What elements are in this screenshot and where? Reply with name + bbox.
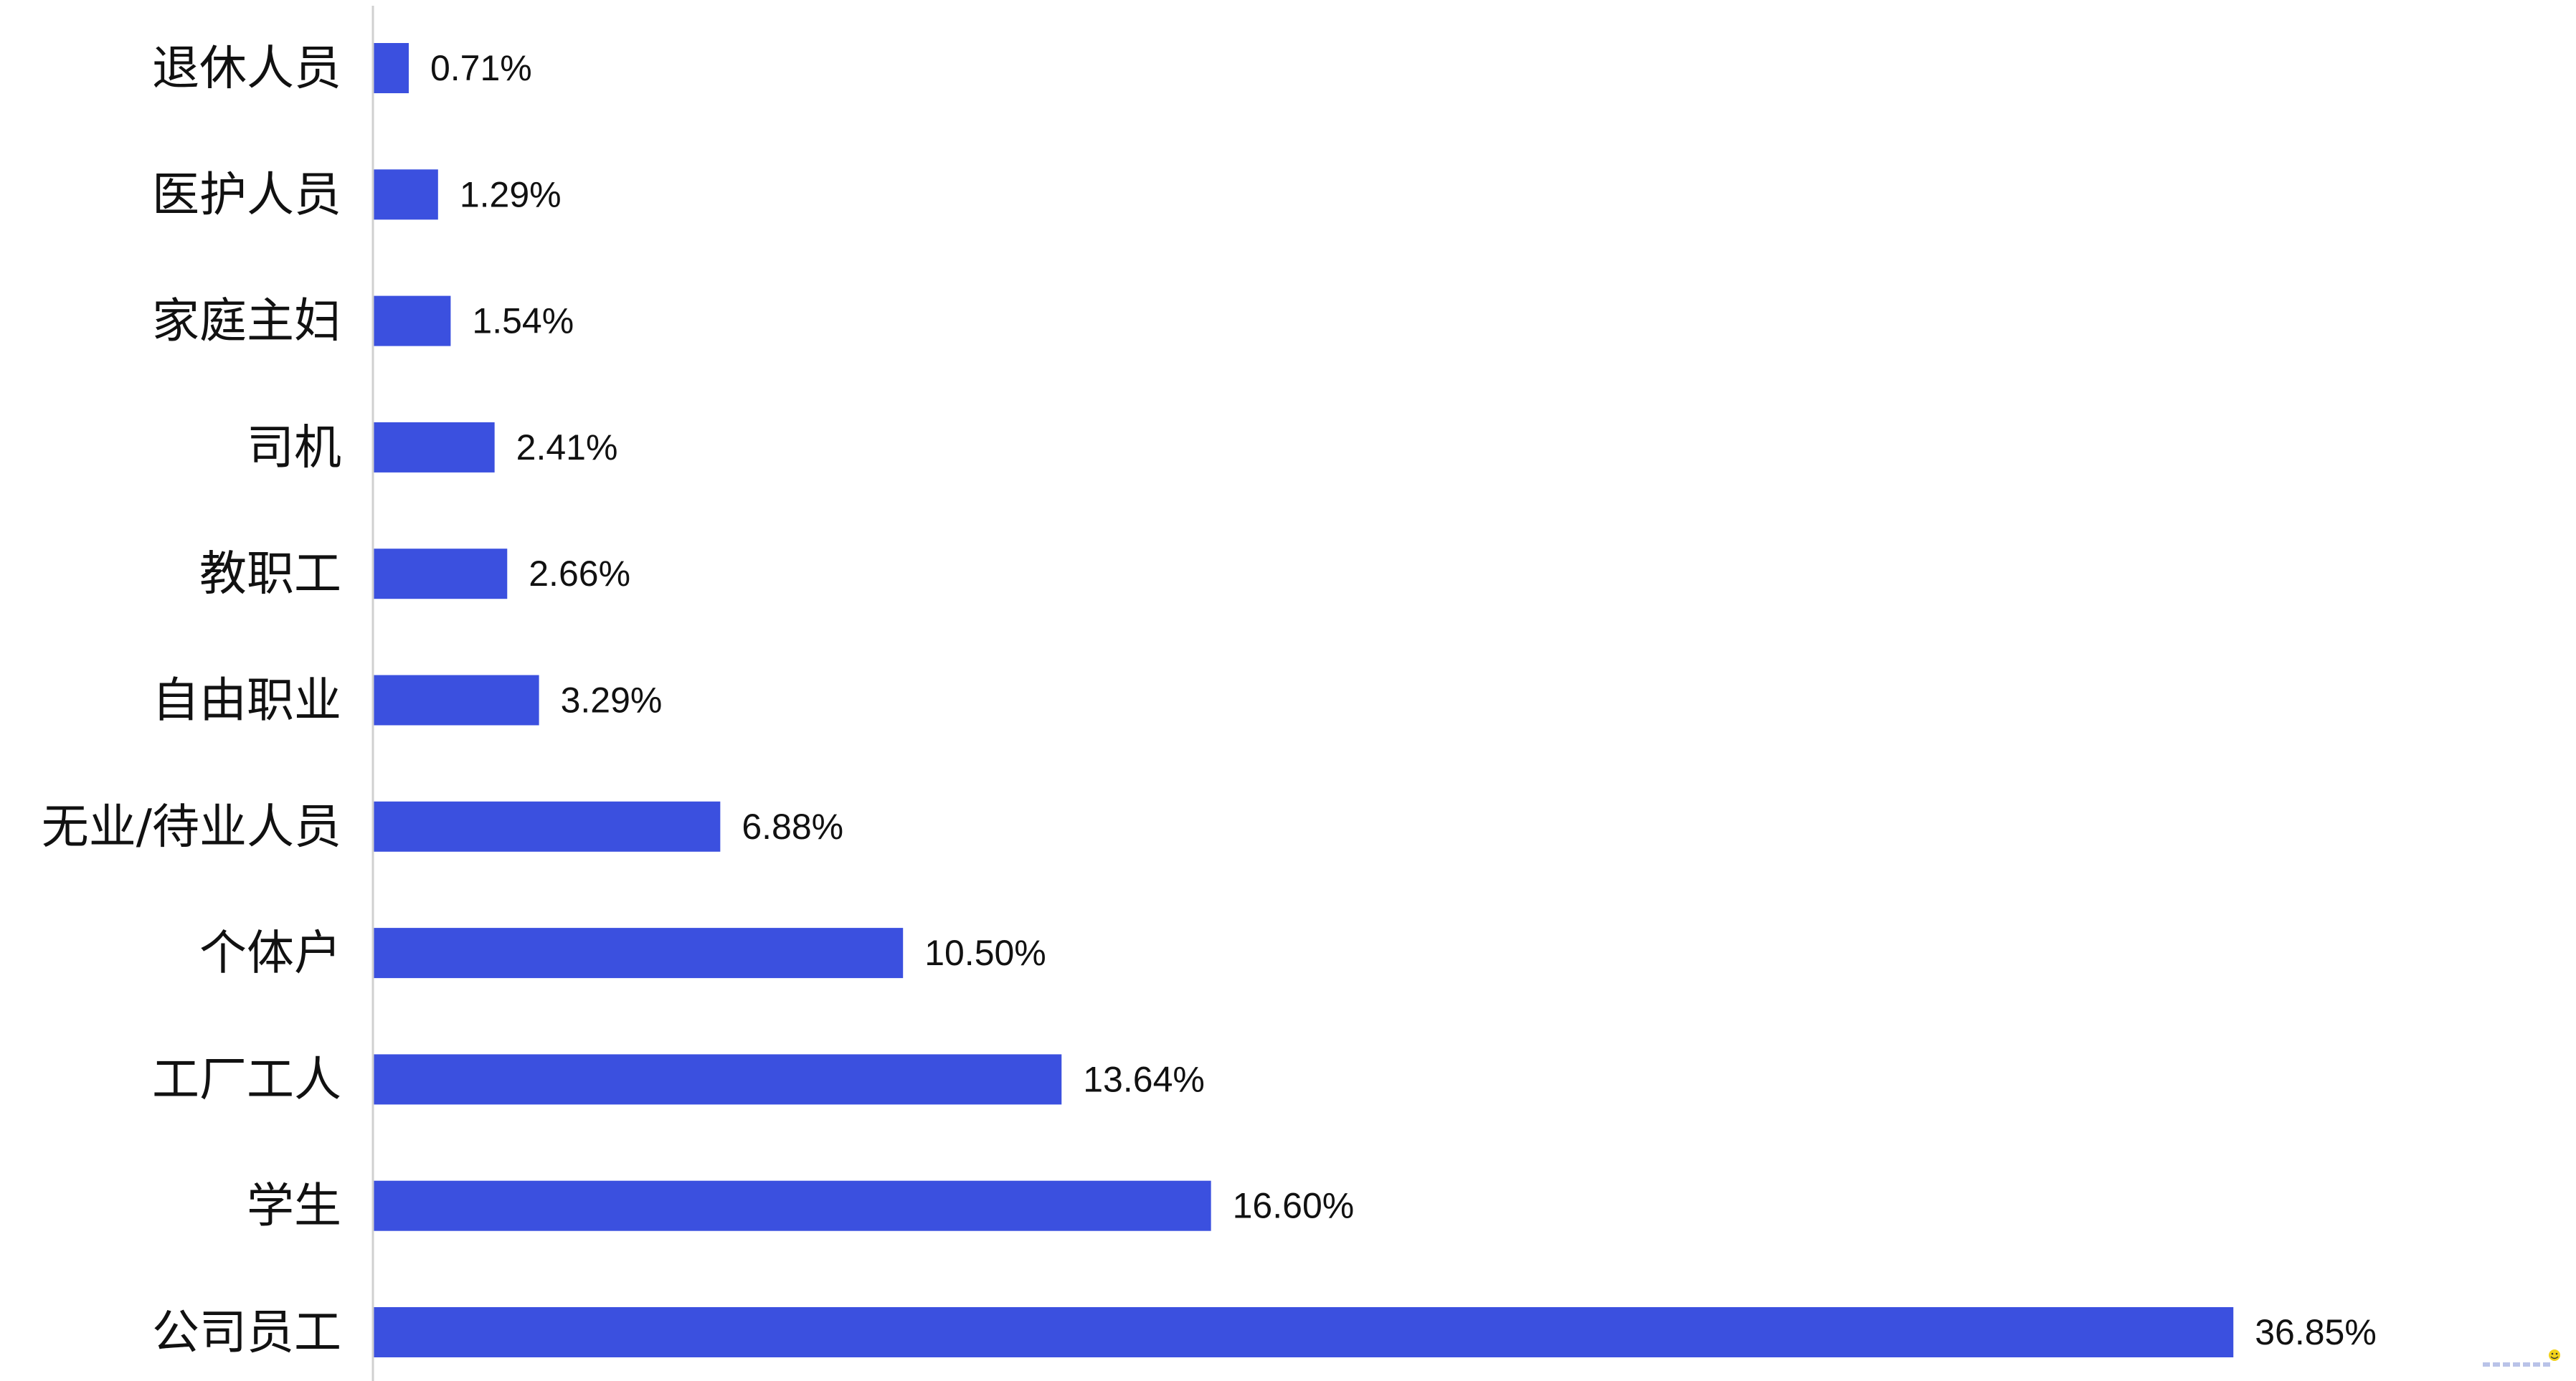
category-label: 个体户	[199, 926, 341, 981]
data-label: 10.50%	[924, 933, 1046, 973]
category-label: 司机	[247, 419, 341, 475]
category-label: 自由职业	[152, 673, 341, 728]
bar-2	[373, 295, 451, 346]
bar-7	[373, 928, 904, 979]
bar-4	[373, 549, 508, 599]
data-label: 3.29%	[561, 680, 663, 721]
data-label: 36.85%	[2255, 1312, 2377, 1352]
watermark-logo	[2483, 1349, 2560, 1367]
bar-0	[373, 43, 409, 93]
data-labels-group: 0.71% 1.29% 1.54% 2.41% 2.66% 3.29% 6.88% 10.50…	[430, 48, 2377, 1352]
category-label: 教职工	[199, 546, 341, 602]
data-label: 1.54%	[472, 301, 574, 341]
category-label: 无业/待业人员	[42, 799, 341, 854]
category-labels-group: 退休人员医护人员家庭主妇司机教职工自由职业无业/待业人员个体户工厂工人学生公司员…	[42, 41, 341, 1360]
data-label: 6.88%	[742, 807, 843, 847]
data-label: 13.64%	[1083, 1059, 1205, 1099]
category-label: 公司员工	[152, 1305, 341, 1360]
watermark-marks	[2483, 1362, 2550, 1367]
smiley-icon	[2549, 1349, 2560, 1361]
bar-9	[373, 1180, 1211, 1231]
bar-1	[373, 169, 438, 220]
category-label: 学生	[247, 1178, 341, 1233]
data-label: 2.66%	[529, 554, 630, 594]
data-label: 16.60%	[1233, 1186, 1355, 1226]
category-label: 退休人员	[152, 41, 341, 96]
category-label: 家庭主妇	[152, 293, 341, 348]
data-label: 2.41%	[516, 427, 618, 468]
bar-10	[373, 1307, 2234, 1357]
bar-3	[373, 422, 495, 473]
bars-group	[373, 43, 2234, 1357]
bar-8	[373, 1054, 1062, 1105]
bar-6	[373, 801, 721, 852]
data-label: 0.71%	[430, 48, 532, 88]
category-label: 医护人员	[152, 167, 341, 222]
bar-5	[373, 675, 539, 726]
category-label: 工厂工人	[152, 1052, 341, 1107]
data-label: 1.29%	[460, 174, 562, 214]
